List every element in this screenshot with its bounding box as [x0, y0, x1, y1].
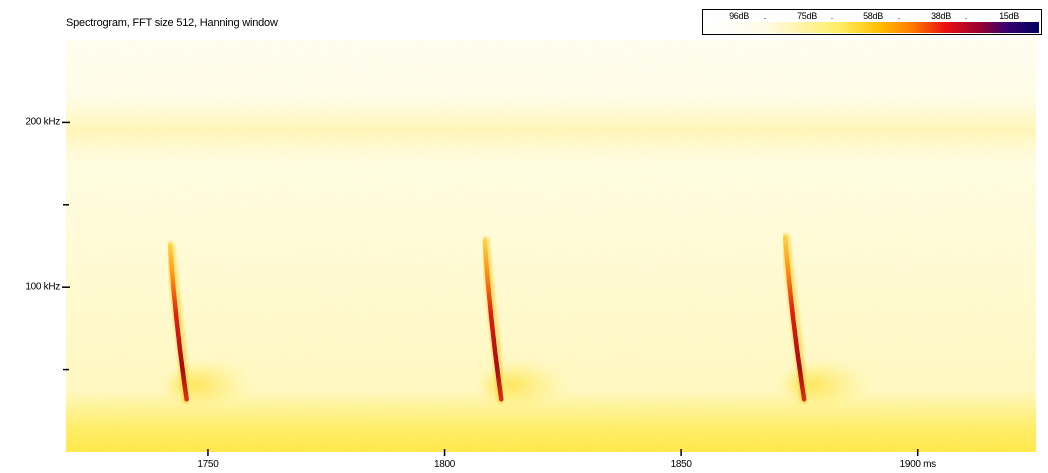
calls-layer	[165, 232, 879, 408]
legend-label-15db: 15dB	[999, 11, 1019, 21]
color-scale-legend: 96dB · 75dB · 58dB · 38dB · 15dB	[702, 9, 1042, 35]
x-tick-label: 1900 ms	[899, 459, 937, 470]
call-echo	[168, 363, 261, 408]
legend-separator: ·	[897, 13, 901, 23]
chart-title: Spectrogram, FFT size 512, Hanning windo…	[66, 17, 278, 29]
call-3	[780, 232, 879, 408]
legend-separator: ·	[830, 13, 834, 23]
legend-label-38db: 38dB	[931, 11, 951, 21]
legend-separator: ·	[763, 13, 767, 23]
call-1	[165, 241, 261, 408]
color-scale-bar	[705, 22, 1039, 33]
call-echo	[786, 363, 879, 408]
legend-separator: ·	[964, 13, 968, 23]
legend-label-58db: 58dB	[863, 11, 883, 21]
spectrogram-canvas	[66, 40, 1036, 452]
x-tick-label: 1800	[434, 459, 456, 470]
y-tick-label: 100 kHz	[25, 281, 60, 293]
call-sweep	[482, 238, 504, 402]
legend-label-96db: 96dB	[729, 11, 749, 21]
x-tick-label: 1750	[197, 459, 219, 470]
legend-label-75db: 75dB	[797, 11, 817, 21]
x-tick-label: 1850	[670, 459, 692, 470]
call-sweep	[167, 243, 189, 402]
call-2	[479, 236, 576, 408]
call-sweep	[782, 235, 807, 402]
y-tick-label: 200 kHz	[25, 116, 60, 128]
call-echo	[483, 363, 576, 408]
